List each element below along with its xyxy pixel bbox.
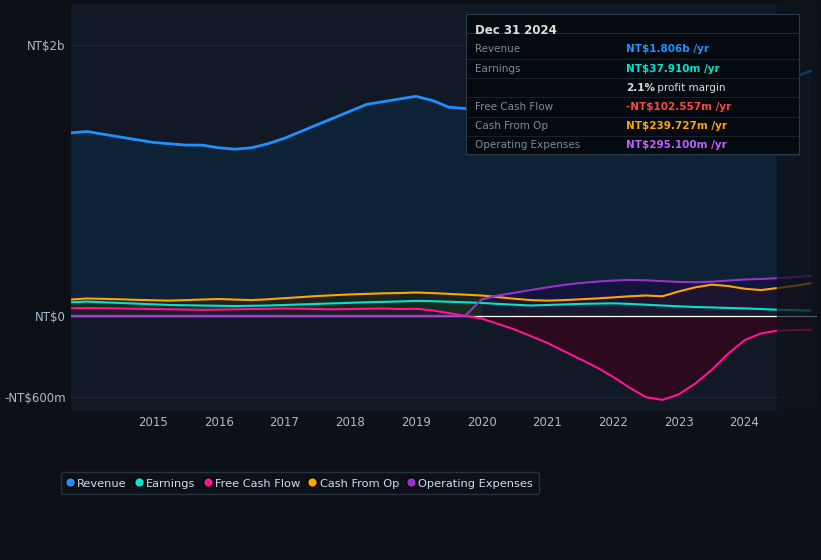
Text: NT$37.910m /yr: NT$37.910m /yr xyxy=(626,64,720,74)
Text: Earnings: Earnings xyxy=(475,64,520,74)
Text: -NT$102.557m /yr: -NT$102.557m /yr xyxy=(626,102,732,112)
Text: NT$239.727m /yr: NT$239.727m /yr xyxy=(626,121,727,131)
Text: 2.1%: 2.1% xyxy=(626,83,655,93)
Text: profit margin: profit margin xyxy=(654,83,725,93)
Text: Operating Expenses: Operating Expenses xyxy=(475,141,580,151)
Text: Cash From Op: Cash From Op xyxy=(475,121,548,131)
Text: Dec 31 2024: Dec 31 2024 xyxy=(475,24,557,37)
Text: Revenue: Revenue xyxy=(475,44,520,54)
Text: Free Cash Flow: Free Cash Flow xyxy=(475,102,553,112)
Text: NT$1.806b /yr: NT$1.806b /yr xyxy=(626,44,709,54)
Bar xyxy=(777,4,821,410)
Text: NT$295.100m /yr: NT$295.100m /yr xyxy=(626,141,727,151)
Legend: Revenue, Earnings, Free Cash Flow, Cash From Op, Operating Expenses: Revenue, Earnings, Free Cash Flow, Cash … xyxy=(62,472,539,494)
